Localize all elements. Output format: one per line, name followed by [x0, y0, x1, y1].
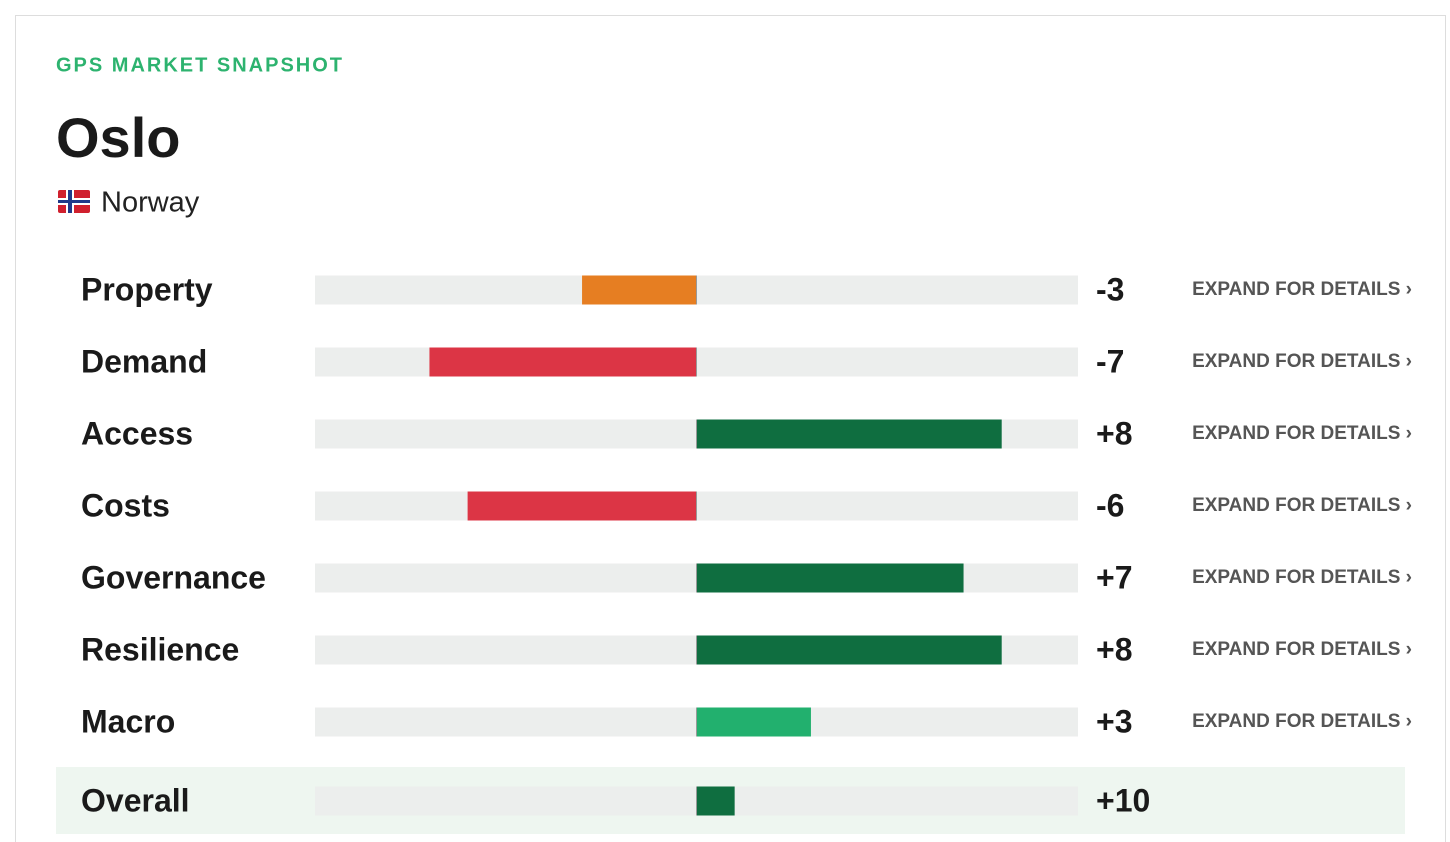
bar: [696, 786, 735, 816]
kicker: GPS MARKET SNAPSHOT: [56, 54, 344, 76]
value-label: +8: [1096, 415, 1132, 451]
country: Norway: [101, 187, 200, 219]
row-label: Demand: [81, 343, 207, 379]
bar: [696, 563, 964, 593]
norway-flag: [58, 190, 90, 213]
bar: [467, 491, 697, 521]
row-label: Governance: [81, 559, 266, 595]
expand-link[interactable]: EXPAND FOR DETAILS ›: [1192, 639, 1412, 660]
expand-link[interactable]: EXPAND FOR DETAILS ›: [1192, 423, 1412, 444]
row-label: Overall: [81, 782, 190, 818]
expand-link[interactable]: EXPAND FOR DETAILS ›: [1192, 279, 1412, 300]
expand-link[interactable]: EXPAND FOR DETAILS ›: [1192, 351, 1412, 372]
bar: [582, 275, 697, 305]
row-label: Macro: [81, 703, 175, 739]
row-label: Resilience: [81, 631, 239, 667]
value-label: +3: [1096, 703, 1132, 739]
value-label: +7: [1096, 559, 1132, 595]
expand-link[interactable]: EXPAND FOR DETAILS ›: [1192, 711, 1412, 732]
bar: [696, 707, 811, 737]
value-label: -6: [1096, 487, 1124, 523]
expand-link[interactable]: EXPAND FOR DETAILS ›: [1192, 495, 1412, 516]
expand-link[interactable]: EXPAND FOR DETAILS ›: [1192, 567, 1412, 588]
value-label: -7: [1096, 343, 1124, 379]
city-title: Oslo: [56, 106, 180, 169]
row-label: Property: [81, 271, 213, 307]
row-label: Costs: [81, 487, 170, 523]
bar: [696, 635, 1002, 665]
bar: [696, 419, 1002, 449]
value-label: +8: [1096, 631, 1132, 667]
value-label: +10: [1096, 782, 1150, 818]
bar: [429, 347, 697, 377]
row-label: Access: [81, 415, 193, 451]
value-label: -3: [1096, 271, 1124, 307]
